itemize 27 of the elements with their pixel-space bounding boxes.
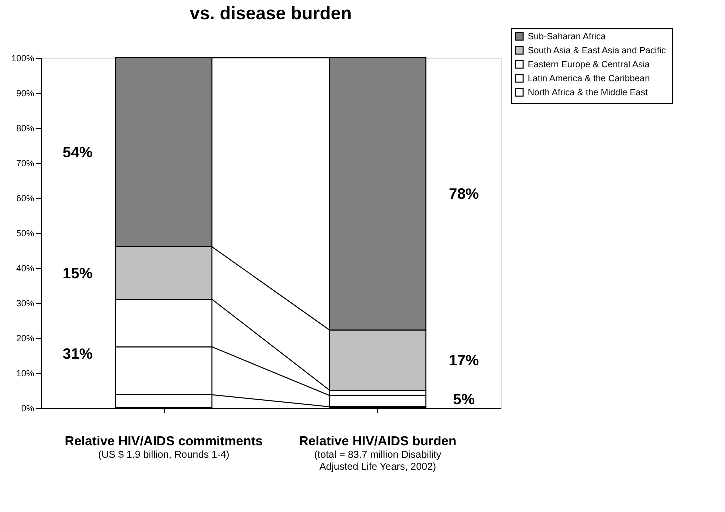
legend-label: Eastern Europe & Central Asia (528, 60, 650, 70)
legend-label: North Africa & the Middle East (528, 88, 649, 98)
annotation: 31% (62, 346, 93, 363)
annotation: 17% (449, 352, 480, 370)
y-tick-label: 30% (16, 298, 34, 308)
annotation: 15% (62, 265, 93, 282)
y-tick-label: 100% (11, 54, 34, 64)
chart-title: vs. disease burden (190, 4, 352, 24)
y-tick-label: 90% (16, 88, 34, 98)
legend-label: Sub-Saharan Africa (528, 32, 606, 42)
x-tick-label: Relative HIV/AIDS burden (299, 434, 457, 448)
annotation: 78% (449, 186, 480, 204)
y-tick-label: 60% (16, 194, 34, 204)
x-tick-label: Relative HIV/AIDS commitments (65, 434, 263, 448)
y-tick-label: 50% (16, 228, 34, 238)
text: (US $ 1.9 billion, Rounds 1-4) (98, 450, 230, 461)
annotation: 54% (62, 144, 93, 162)
y-tick-label: 80% (16, 124, 34, 134)
y-tick-label: 10% (16, 368, 34, 378)
y-tick-label: 20% (16, 334, 34, 344)
y-tick-label: 70% (16, 158, 34, 168)
legend-label: Latin America & the Caribbean (528, 74, 650, 84)
annotation: 5% (453, 391, 475, 408)
y-tick-label: 0% (21, 404, 34, 414)
legend-label: South Asia & East Asia and Pacific (528, 46, 667, 56)
y-tick-label: 40% (16, 264, 34, 274)
text: (total = 83.7 million Disability Adjusted Life Years, 2002) (314, 450, 442, 473)
